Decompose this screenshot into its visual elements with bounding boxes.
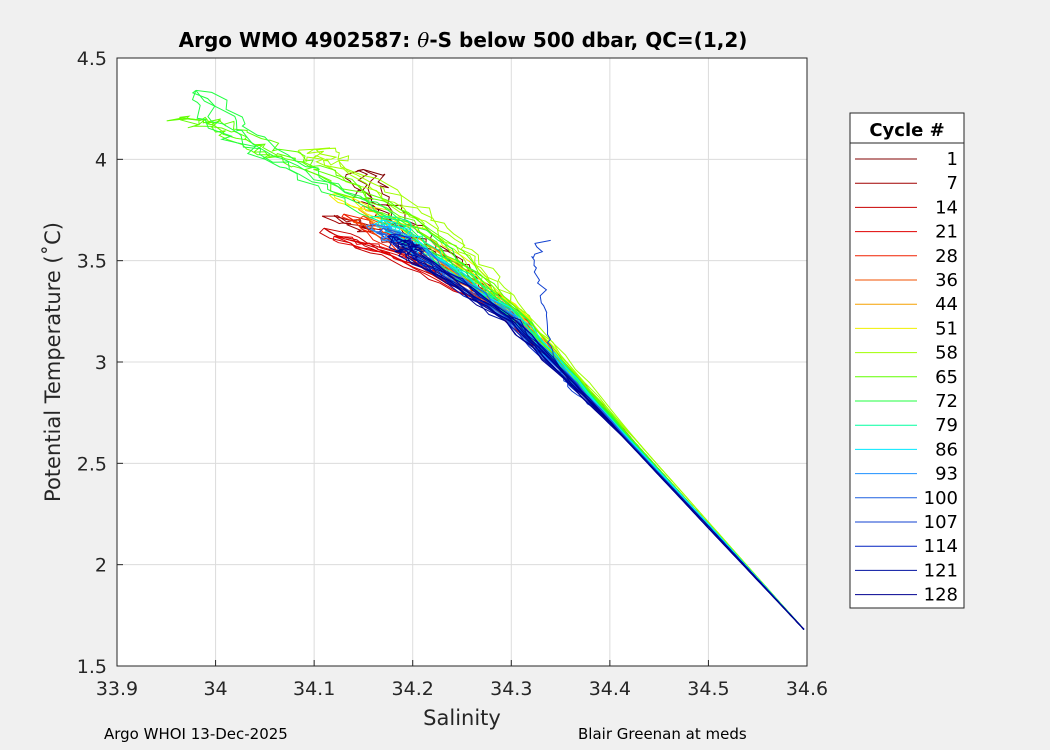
legend-item: 36 xyxy=(855,270,958,291)
legend-title: Cycle # xyxy=(869,120,944,141)
legend-label: 93 xyxy=(935,464,958,485)
legend-item: 93 xyxy=(855,464,958,485)
x-tick-label: 34.5 xyxy=(687,678,729,700)
x-tick-label: 34.4 xyxy=(589,678,631,700)
legend-item: 1 xyxy=(855,149,958,170)
chart-title: Argo WMO 4902587: θ-S below 500 dbar, QC… xyxy=(179,28,748,52)
legend-item: 14 xyxy=(855,197,958,218)
series-line-cycle-86 xyxy=(383,219,805,630)
legend-label: 65 xyxy=(935,367,958,388)
legend-label: 14 xyxy=(935,197,958,218)
x-tick-label: 34.3 xyxy=(490,678,532,700)
y-tick-label: 4 xyxy=(95,149,107,171)
legend-item: 100 xyxy=(855,488,958,509)
x-tick-label: 34.1 xyxy=(293,678,335,700)
footer-right: Blair Greenan at meds xyxy=(578,725,747,743)
legend-item: 114 xyxy=(855,536,958,557)
legend-label: 72 xyxy=(935,391,958,412)
x-tick-label: 34.2 xyxy=(392,678,434,700)
legend-item: 79 xyxy=(855,415,958,436)
x-tick-label: 33.9 xyxy=(96,678,138,700)
legend-label: 121 xyxy=(924,560,958,581)
series-line-cycle-128 xyxy=(402,239,805,630)
legend-item: 7 xyxy=(855,173,958,194)
y-tick-label: 3.5 xyxy=(77,251,107,273)
legend-label: 114 xyxy=(924,536,958,557)
y-tick-label: 4.5 xyxy=(77,48,107,70)
legend-label: 51 xyxy=(935,318,958,339)
legend-label: 107 xyxy=(924,512,958,533)
legend-item: 72 xyxy=(855,391,958,412)
y-axis-label: Potential Temperature (˚C) xyxy=(41,222,65,502)
legend-label: 58 xyxy=(935,343,958,364)
y-tick-label: 3 xyxy=(95,352,107,374)
legend-item: 58 xyxy=(855,343,958,364)
legend-item: 128 xyxy=(855,585,958,606)
legend-label: 100 xyxy=(924,488,958,509)
x-axis-label: Salinity xyxy=(423,706,501,730)
x-tick-label: 34 xyxy=(203,678,227,700)
legend-item: 121 xyxy=(855,560,958,581)
legend-label: 86 xyxy=(935,439,958,460)
legend-label: 7 xyxy=(947,173,958,194)
legend-label: 79 xyxy=(935,415,958,436)
footer-left: Argo WHOI 13-Dec-2025 xyxy=(104,725,288,743)
legend-item: 21 xyxy=(855,222,958,243)
legend-label: 36 xyxy=(935,270,958,291)
legend-label: 44 xyxy=(935,294,958,315)
legend-item: 86 xyxy=(855,439,958,460)
legend-label: 21 xyxy=(935,222,958,243)
x-tick-label: 34.6 xyxy=(786,678,828,700)
legend-item: 65 xyxy=(855,367,958,388)
legend-item: 44 xyxy=(855,294,958,315)
legend-item: 51 xyxy=(855,318,958,339)
series-line-cycle-58 xyxy=(314,147,805,630)
y-tick-label: 1.5 xyxy=(77,656,107,678)
y-tick-label: 2.5 xyxy=(77,453,107,475)
y-tick-label: 2 xyxy=(95,555,107,577)
legend-label: 128 xyxy=(924,585,958,606)
legend-item: 28 xyxy=(855,246,958,267)
legend-label: 1 xyxy=(947,149,958,170)
legend-item: 107 xyxy=(855,512,958,533)
legend: Cycle # 1 7 14 21 28 36 44 51 58 65 72 79 86 93 100 107… xyxy=(849,112,965,609)
legend-label: 28 xyxy=(935,246,958,267)
